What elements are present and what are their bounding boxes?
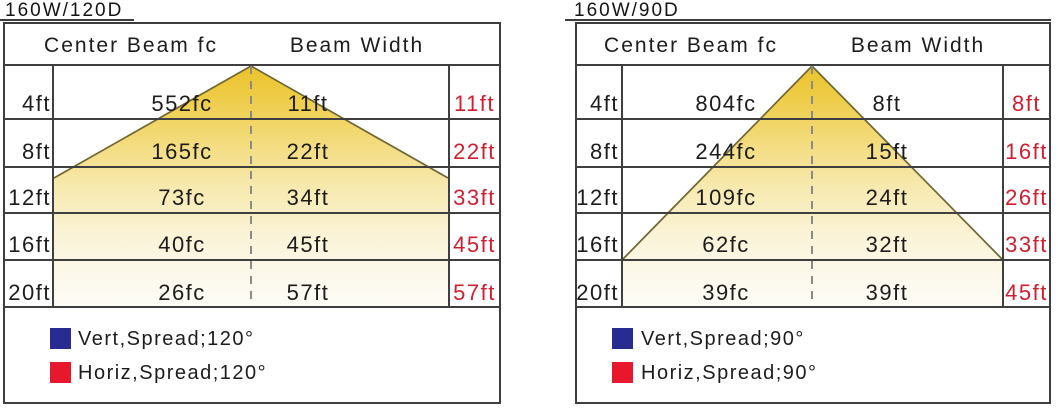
horiz-spread-label: Horiz,Spread;120°	[78, 362, 268, 384]
horiz-width-value: 33ft	[453, 185, 496, 210]
distance-label: 16ft	[8, 232, 51, 257]
horiz-width-value: 22ft	[453, 139, 496, 164]
distance-label: 12ft	[576, 185, 619, 210]
header-divider	[3, 64, 501, 66]
distance-column-divider	[621, 66, 623, 306]
header-divider	[575, 64, 1051, 66]
row-line	[575, 306, 1051, 308]
center-beam-value: 62fc	[702, 232, 750, 257]
center-beam-value: 40fc	[158, 232, 206, 257]
row-line	[575, 118, 1051, 120]
horiz-width-value: 45ft	[1005, 280, 1048, 305]
center-beam-value: 26fc	[158, 280, 206, 305]
row-line	[575, 259, 1051, 261]
beam-width-value: 8ft	[872, 91, 902, 116]
row-line	[3, 212, 501, 214]
center-beam-value: 109fc	[695, 185, 757, 210]
column-header-beam-width: Beam Width	[289, 34, 425, 57]
horiz-width-value: 11ft	[453, 91, 496, 116]
horiz-spread-swatch	[612, 362, 633, 383]
beam-width-value: 15ft	[865, 139, 909, 164]
vert-spread-label: Vert,Spread;120°	[78, 328, 255, 350]
distance-label: 8ft	[22, 139, 51, 164]
panel-title: 160W/90D	[574, 0, 680, 21]
horiz-width-value: 16ft	[1005, 139, 1048, 164]
distance-label: 12ft	[8, 185, 51, 210]
center-beam-value: 804fc	[695, 91, 757, 116]
center-beam-value: 552fc	[151, 91, 213, 116]
title-underline	[0, 19, 134, 21]
center-beam-value: 73fc	[158, 185, 206, 210]
distance-label: 20ft	[576, 280, 619, 305]
horiz-width-value: 26ft	[1005, 185, 1048, 210]
horiz-width-value: 33ft	[1005, 232, 1048, 257]
beam-width-value: 32ft	[865, 232, 909, 257]
column-header-center-beam: Center Beam fc	[44, 34, 218, 57]
beam-width-value: 34ft	[286, 185, 330, 210]
beam-cone-graphic	[623, 66, 1002, 306]
row-line	[3, 306, 501, 308]
horiz-width-value: 57ft	[453, 280, 496, 305]
horiz-column-divider	[448, 66, 450, 306]
column-header-center-beam: Center Beam fc	[604, 34, 778, 57]
horiz-column-divider	[1002, 66, 1004, 306]
row-line	[575, 166, 1051, 168]
vert-spread-swatch	[612, 328, 633, 349]
distance-label: 8ft	[590, 139, 619, 164]
beam-width-value: 24ft	[865, 185, 909, 210]
vert-spread-swatch	[50, 328, 71, 349]
beam-cone-graphic	[54, 66, 448, 306]
beam-width-value: 39ft	[865, 280, 909, 305]
beam-edge-left	[623, 66, 813, 260]
row-line	[575, 212, 1051, 214]
panel-title: 160W/120D	[5, 0, 124, 21]
beam-width-value: 22ft	[286, 139, 330, 164]
horiz-width-value: 8ft	[1012, 91, 1041, 116]
beam-width-value: 45ft	[286, 232, 330, 257]
column-header-beam-width: Beam Width	[850, 34, 986, 57]
beam-edge-right	[250, 66, 448, 179]
distance-label: 20ft	[8, 280, 51, 305]
distance-column-divider	[52, 66, 54, 306]
horiz-spread-swatch	[50, 362, 71, 383]
center-beam-value: 244fc	[695, 139, 757, 164]
vert-spread-label: Vert,Spread;90°	[641, 328, 805, 350]
distance-label: 16ft	[576, 232, 619, 257]
beam-width-value: 11ft	[287, 91, 329, 116]
panel-90d: 160W/90D	[529, 0, 1058, 409]
distance-label: 4ft	[590, 91, 619, 116]
beam-edge-left	[54, 66, 252, 179]
horiz-width-value: 45ft	[453, 232, 496, 257]
horiz-spread-label: Horiz,Spread;90°	[641, 362, 818, 384]
beam-edge-right	[811, 66, 1002, 260]
center-beam-value: 39fc	[702, 280, 750, 305]
beam-width-value: 57ft	[286, 280, 330, 305]
row-line	[3, 166, 501, 168]
row-line	[3, 118, 501, 120]
distance-label: 4ft	[22, 91, 51, 116]
panel-120d: 160W/120D	[0, 0, 501, 404]
row-line	[3, 259, 501, 261]
title-underline	[565, 19, 1051, 21]
center-beam-value: 165fc	[151, 139, 213, 164]
